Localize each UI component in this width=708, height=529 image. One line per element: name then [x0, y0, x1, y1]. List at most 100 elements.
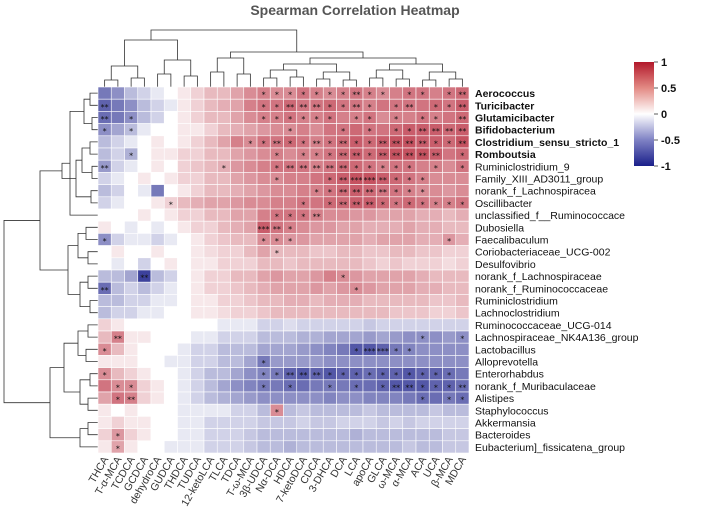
heatmap-cell: [97, 147, 112, 161]
significance-mark: *: [288, 383, 292, 392]
heatmap-cell: [137, 123, 152, 137]
heatmap-cell: [190, 184, 205, 198]
heatmap-cell: [216, 355, 231, 368]
significance-mark: *: [368, 152, 372, 161]
heatmap-cell: [177, 294, 192, 307]
heatmap-cell: [137, 184, 152, 198]
heatmap-cell: [163, 220, 178, 234]
heatmap-cell: [349, 257, 364, 271]
heatmap-cell: [203, 416, 218, 429]
heatmap-cell: [243, 428, 258, 442]
heatmap-cell: [163, 342, 178, 356]
heatmap-cell: [283, 269, 298, 283]
heatmap-cell: [362, 269, 377, 283]
heatmap-cell: [203, 318, 218, 332]
dendrogram-branch: [422, 79, 437, 87]
heatmap-cell: [97, 196, 112, 210]
significance-mark: **: [286, 164, 294, 173]
heatmap-cell: [336, 245, 351, 259]
heatmap-cell: [243, 208, 258, 222]
heatmap-cell: [150, 391, 165, 405]
significance-mark: *: [129, 127, 133, 136]
significance-mark: *: [407, 91, 411, 100]
heatmap-cell: [296, 245, 311, 259]
heatmap-cell: [402, 220, 417, 234]
heatmap-cell: [442, 220, 457, 234]
heatmap-cell: [349, 403, 364, 417]
heatmap-cell: [283, 391, 298, 405]
significance-mark: *: [407, 127, 411, 136]
significance-mark: *: [381, 164, 385, 173]
heatmap-cell: [455, 306, 470, 320]
heatmap-cell: [415, 403, 430, 417]
significance-mark: *: [288, 115, 292, 124]
heatmap-cell: [296, 257, 311, 271]
heatmap-cell: [137, 245, 152, 259]
heatmap-cell: [375, 257, 390, 271]
heatmap-cell: [230, 428, 245, 442]
heatmap-cell: [216, 306, 231, 320]
heatmap-cell: [163, 98, 178, 112]
heatmap-cell: [375, 245, 390, 259]
heatmap-cell: [309, 269, 324, 283]
heatmap-cell: [349, 123, 364, 137]
heatmap-cell: [336, 111, 351, 124]
heatmap-cell: [97, 208, 112, 222]
heatmap-cell: [203, 86, 218, 100]
significance-mark: *: [328, 152, 332, 161]
heatmap-cell: [230, 403, 245, 417]
dendrogram-branch: [89, 141, 98, 155]
row-label: Staphylococcus: [475, 405, 549, 417]
heatmap-cell: [137, 172, 152, 185]
colorbar-tick-label: 0: [661, 109, 667, 121]
heatmap-cell: [389, 220, 404, 234]
heatmap-cell: [442, 208, 457, 222]
heatmap-cell: [309, 428, 324, 442]
significance-mark: *: [315, 152, 319, 161]
heatmap-cell: [230, 184, 245, 198]
heatmap-cell: [283, 342, 298, 356]
heatmap-cell: [177, 391, 192, 405]
heatmap-cell: [349, 233, 364, 246]
significance-mark: **: [379, 152, 387, 161]
heatmap-cell: [190, 257, 205, 271]
heatmap-cell: [389, 306, 404, 320]
heatmap-cell: [309, 172, 324, 185]
heatmap-cell: [150, 330, 165, 344]
heatmap-cell: [163, 111, 178, 124]
significance-mark: **: [366, 200, 374, 209]
heatmap-cell: [124, 172, 139, 185]
heatmap-cell: [203, 208, 218, 222]
heatmap-cell: [269, 294, 284, 307]
significance-mark: *: [447, 371, 451, 380]
heatmap-cell: [177, 367, 192, 381]
heatmap-cell: [216, 172, 231, 185]
heatmap-cell: [110, 208, 125, 222]
heatmap-cell: [230, 257, 245, 271]
significance-mark: *: [407, 176, 411, 185]
significance-mark: *: [460, 335, 464, 344]
heatmap-cell: [309, 416, 324, 429]
heatmap-cell: [362, 330, 377, 344]
heatmap-cell: [322, 123, 337, 137]
heatmap-cell: [150, 379, 165, 393]
heatmap-cell: [296, 281, 311, 295]
heatmap-cell: [402, 440, 417, 454]
significance-mark: *: [275, 408, 279, 417]
significance-mark: *: [103, 371, 107, 380]
heatmap-cell: [190, 306, 205, 320]
heatmap-cell: [362, 306, 377, 320]
significance-mark: *: [301, 115, 305, 124]
heatmap-cell: [110, 281, 125, 295]
heatmap-cell: [296, 342, 311, 356]
chart-title: Spearman Correlation Heatmap: [250, 2, 459, 18]
significance-mark: *: [394, 176, 398, 185]
heatmap-cell: [442, 111, 457, 124]
significance-mark: *: [248, 139, 252, 148]
heatmap-cell: [415, 318, 430, 332]
heatmap-cell: [283, 355, 298, 368]
heatmap-cell: [216, 294, 231, 307]
heatmap-cell: [243, 281, 258, 295]
heatmap-cell: [309, 440, 324, 454]
heatmap-cell: [150, 416, 165, 429]
